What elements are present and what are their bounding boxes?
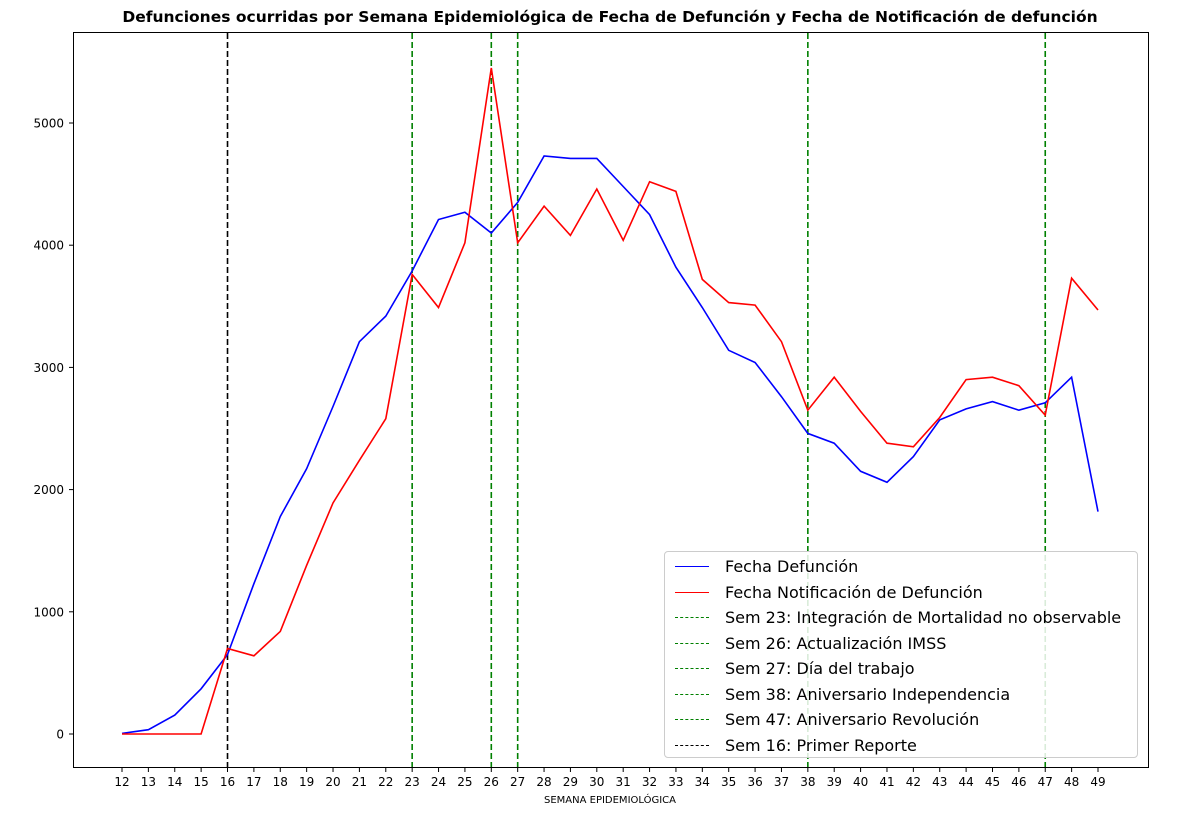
legend: Fecha Defunción Fecha Notificación de Def…	[664, 551, 1138, 758]
x-tick-label: 33	[668, 775, 683, 789]
legend-item: Fecha Notificación de Defunción	[665, 580, 1137, 606]
x-tick-label: 13	[141, 775, 156, 789]
x-tick-label: 45	[985, 775, 1000, 789]
x-tick-label: 14	[167, 775, 182, 789]
legend-label: Sem 16: Primer Reporte	[725, 735, 917, 755]
x-tick-label: 30	[589, 775, 604, 789]
legend-item: Sem 26: Actualización IMSS	[665, 631, 1137, 657]
y-tick-label: 0	[56, 728, 64, 742]
y-tick-label: 2000	[33, 483, 64, 497]
y-tick-label: 3000	[33, 361, 64, 375]
x-tick-label: 12	[114, 775, 129, 789]
x-tick-label: 43	[932, 775, 947, 789]
x-tick-label: 41	[879, 775, 894, 789]
legend-item: Sem 47: Aniversario Revolución	[665, 707, 1137, 733]
x-tick-label: 38	[800, 775, 815, 789]
x-tick-label: 24	[431, 775, 446, 789]
x-tick-label: 42	[906, 775, 921, 789]
legend-label: Fecha Defunción	[725, 557, 859, 577]
x-tick-label: 36	[747, 775, 762, 789]
x-axis-ticks: 12 13 14 15 16 17 18 19 20 21 22 23 24 25 26 27 28 29 30 31…	[114, 767, 1106, 789]
x-tick-label: 17	[246, 775, 261, 789]
x-tick-label: 29	[563, 775, 578, 789]
legend-label: Sem 47: Aniversario Revolución	[725, 710, 980, 730]
y-tick-label: 1000	[33, 605, 64, 619]
x-tick-label: 47	[1038, 775, 1053, 789]
legend-label: Fecha Notificación de Defunción	[725, 582, 983, 602]
x-tick-label: 46	[1011, 775, 1026, 789]
legend-dashed-swatch-icon	[675, 693, 709, 695]
x-tick-label: 40	[853, 775, 868, 789]
chart-title: Defunciones ocurridas por Semana Epidemi…	[122, 8, 1098, 26]
x-tick-label: 15	[193, 775, 208, 789]
x-tick-label: 35	[721, 775, 736, 789]
x-tick-label: 37	[774, 775, 789, 789]
x-tick-label: 19	[299, 775, 314, 789]
axes-frame	[73, 32, 1149, 768]
x-tick-label: 25	[457, 775, 472, 789]
y-tick-label: 5000	[33, 117, 64, 131]
legend-item: Fecha Defunción	[665, 554, 1137, 580]
x-tick-label: 16	[220, 775, 235, 789]
x-tick-label: 34	[695, 775, 710, 789]
x-tick-label: 22	[378, 775, 393, 789]
legend-dashed-swatch-icon	[675, 668, 709, 670]
x-tick-label: 20	[325, 775, 340, 789]
legend-dashed-swatch-icon	[675, 744, 709, 746]
legend-label: Sem 26: Actualización IMSS	[725, 633, 947, 653]
x-tick-label: 48	[1064, 775, 1079, 789]
x-tick-label: 39	[827, 775, 842, 789]
legend-item: Sem 27: Día del trabajo	[665, 656, 1137, 682]
legend-dashed-swatch-icon	[675, 617, 709, 619]
legend-line-swatch-icon	[675, 591, 709, 593]
x-tick-label: 44	[958, 775, 973, 789]
data-series	[121, 67, 1099, 735]
x-axis-label: SEMANA EPIDEMIOLÓGICA	[544, 793, 676, 806]
x-tick-label: 21	[352, 775, 367, 789]
series-fecha-notificacion	[122, 67, 1099, 735]
x-tick-label: 18	[273, 775, 288, 789]
vertical-reference-lines	[226, 33, 1047, 767]
series-fecha-defuncion	[121, 155, 1099, 735]
x-tick-label: 31	[616, 775, 631, 789]
x-tick-label: 32	[642, 775, 657, 789]
legend-label: Sem 23: Integración de Mortalidad no obs…	[725, 608, 1122, 628]
legend-dashed-swatch-icon	[675, 719, 709, 721]
legend-label: Sem 27: Día del trabajo	[725, 659, 915, 679]
legend-dashed-swatch-icon	[675, 642, 709, 644]
legend-label: Sem 38: Aniversario Independencia	[725, 684, 1011, 704]
y-axis-ticks: 0 1000 2000 3000 4000 5000	[33, 117, 74, 742]
x-tick-label: 23	[405, 775, 420, 789]
y-tick-label: 4000	[33, 239, 64, 253]
x-tick-label: 49	[1090, 775, 1105, 789]
legend-item: Sem 38: Aniversario Independencia	[665, 682, 1137, 708]
x-tick-label: 28	[536, 775, 551, 789]
x-tick-label: 26	[484, 775, 499, 789]
x-tick-label: 27	[510, 775, 525, 789]
legend-line-swatch-icon	[675, 566, 709, 568]
legend-item: Sem 23: Integración de Mortalidad no obs…	[665, 605, 1137, 631]
legend-item: Sem 16: Primer Reporte	[665, 733, 1137, 759]
